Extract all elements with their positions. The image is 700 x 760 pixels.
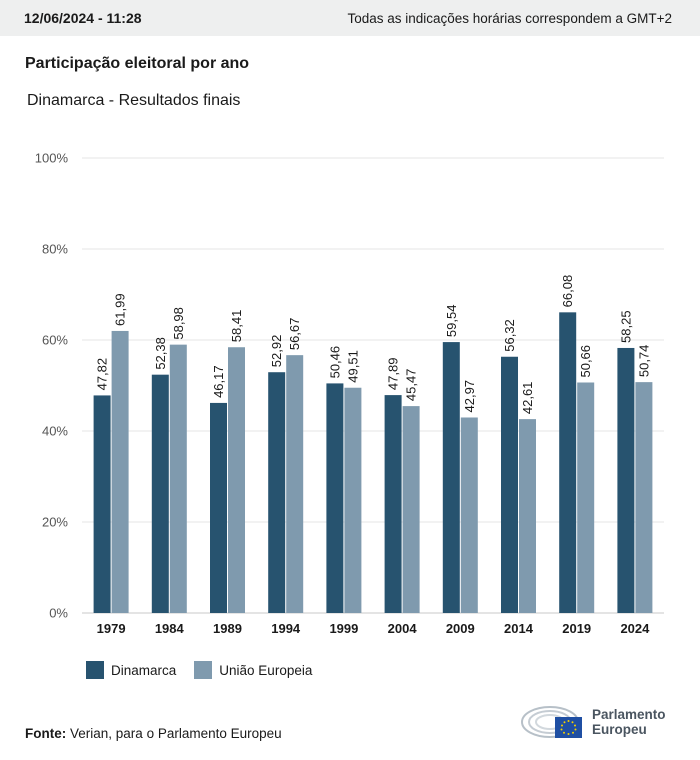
- bar-ue: [460, 417, 478, 613]
- data-label-dinamarca: 47,89: [386, 358, 401, 391]
- x-tick-label: 2009: [446, 621, 475, 636]
- bar-ue: [519, 419, 536, 613]
- data-label-dinamarca: 52,92: [269, 335, 284, 368]
- x-tick-label: 1999: [329, 621, 358, 636]
- legend-label-dinamarca: Dinamarca: [111, 662, 177, 678]
- y-tick-label: 100%: [35, 151, 69, 166]
- parlamento-europeu-logo: Parlamento Europeu: [520, 702, 680, 742]
- logo-text-line1: Parlamento: [592, 707, 666, 722]
- bar-ue: [344, 387, 362, 613]
- data-label-dinamarca: 46,17: [211, 365, 226, 398]
- source-note: Fonte: Verian, para o Parlamento Europeu: [25, 726, 282, 741]
- data-label-dinamarca: 52,38: [153, 337, 168, 370]
- chart-title: Participação eleitoral por ano: [25, 55, 250, 72]
- data-label-dinamarca: 50,46: [327, 346, 342, 379]
- bar-dinamarca: [268, 372, 286, 613]
- x-tick-label: 1984: [155, 621, 185, 636]
- bar-dinamarca: [151, 374, 169, 613]
- legend-swatch-dinamarca: [86, 661, 104, 679]
- legend-item-dinamarca[interactable]: Dinamarca: [86, 661, 176, 679]
- data-label-ue: 42,61: [520, 382, 535, 415]
- bar-ue: [169, 344, 187, 613]
- x-tick-label: 1989: [213, 621, 242, 636]
- bar-dinamarca: [326, 383, 344, 613]
- x-tick-label: 2004: [388, 621, 418, 636]
- x-tick-label: 2019: [562, 621, 591, 636]
- x-tick-label: 1994: [271, 621, 301, 636]
- y-tick-label: 0%: [49, 606, 68, 621]
- timestamp: 12/06/2024 - 11:28: [24, 10, 142, 26]
- data-label-dinamarca: 59,54: [444, 305, 459, 338]
- data-label-ue: 58,98: [171, 307, 186, 340]
- bar-ue: [228, 347, 245, 613]
- bar-dinamarca: [93, 395, 111, 613]
- bar-dinamarca: [617, 347, 635, 613]
- x-tick-label: 2014: [504, 621, 534, 636]
- chart-legend: Dinamarca União Europeia: [86, 661, 330, 679]
- data-label-dinamarca: 56,32: [502, 319, 517, 352]
- bar-dinamarca: [384, 395, 402, 613]
- data-label-ue: 61,99: [113, 293, 128, 326]
- bar-ue: [577, 382, 595, 613]
- source-text: Verian, para o Parlamento Europeu: [70, 726, 282, 741]
- y-tick-label: 80%: [42, 242, 68, 257]
- data-label-ue: 42,97: [462, 380, 477, 413]
- bar-dinamarca: [442, 342, 460, 613]
- bar-ue: [111, 330, 129, 613]
- legend-item-ue[interactable]: União Europeia: [194, 661, 312, 679]
- y-tick-label: 20%: [42, 515, 68, 530]
- legend-label-ue: União Europeia: [219, 662, 313, 678]
- data-label-ue: 50,66: [578, 345, 593, 378]
- bar-dinamarca: [501, 356, 518, 613]
- bar-ue: [402, 406, 420, 613]
- bar-dinamarca: [559, 312, 577, 613]
- data-label-ue: 45,47: [404, 369, 419, 402]
- top-bar: 12/06/2024 - 11:28 Todas as indicações h…: [0, 0, 700, 36]
- y-tick-label: 40%: [42, 424, 68, 439]
- data-label-dinamarca: 47,82: [95, 358, 110, 391]
- data-label-ue: 50,74: [636, 345, 651, 378]
- hemicycle-flag-icon: [521, 706, 582, 738]
- bar-ue: [635, 382, 653, 613]
- logo-text-line2: Europeu: [592, 722, 647, 737]
- y-tick-label: 60%: [42, 333, 68, 348]
- legend-swatch-ue: [194, 661, 213, 679]
- bar-dinamarca: [210, 402, 227, 613]
- x-tick-label: 1979: [97, 621, 126, 636]
- data-label-ue: 56,67: [287, 318, 302, 351]
- x-tick-label: 2024: [620, 621, 650, 636]
- source-label: Fonte:: [25, 726, 67, 741]
- data-label-dinamarca: 58,25: [618, 310, 633, 343]
- data-label-ue: 58,41: [229, 310, 244, 343]
- bar-ue: [286, 355, 304, 613]
- data-label-dinamarca: 66,08: [560, 275, 575, 308]
- bar-chart: 0%20%40%60%80%100%47,8261,99197952,3858,…: [35, 151, 664, 636]
- chart-subtitle: Dinamarca - Resultados finais: [27, 92, 241, 109]
- logo-text: Parlamento Europeu: [592, 707, 666, 737]
- data-label-ue: 49,51: [345, 350, 360, 383]
- timezone-note: Todas as indicações horárias corresponde…: [347, 10, 672, 26]
